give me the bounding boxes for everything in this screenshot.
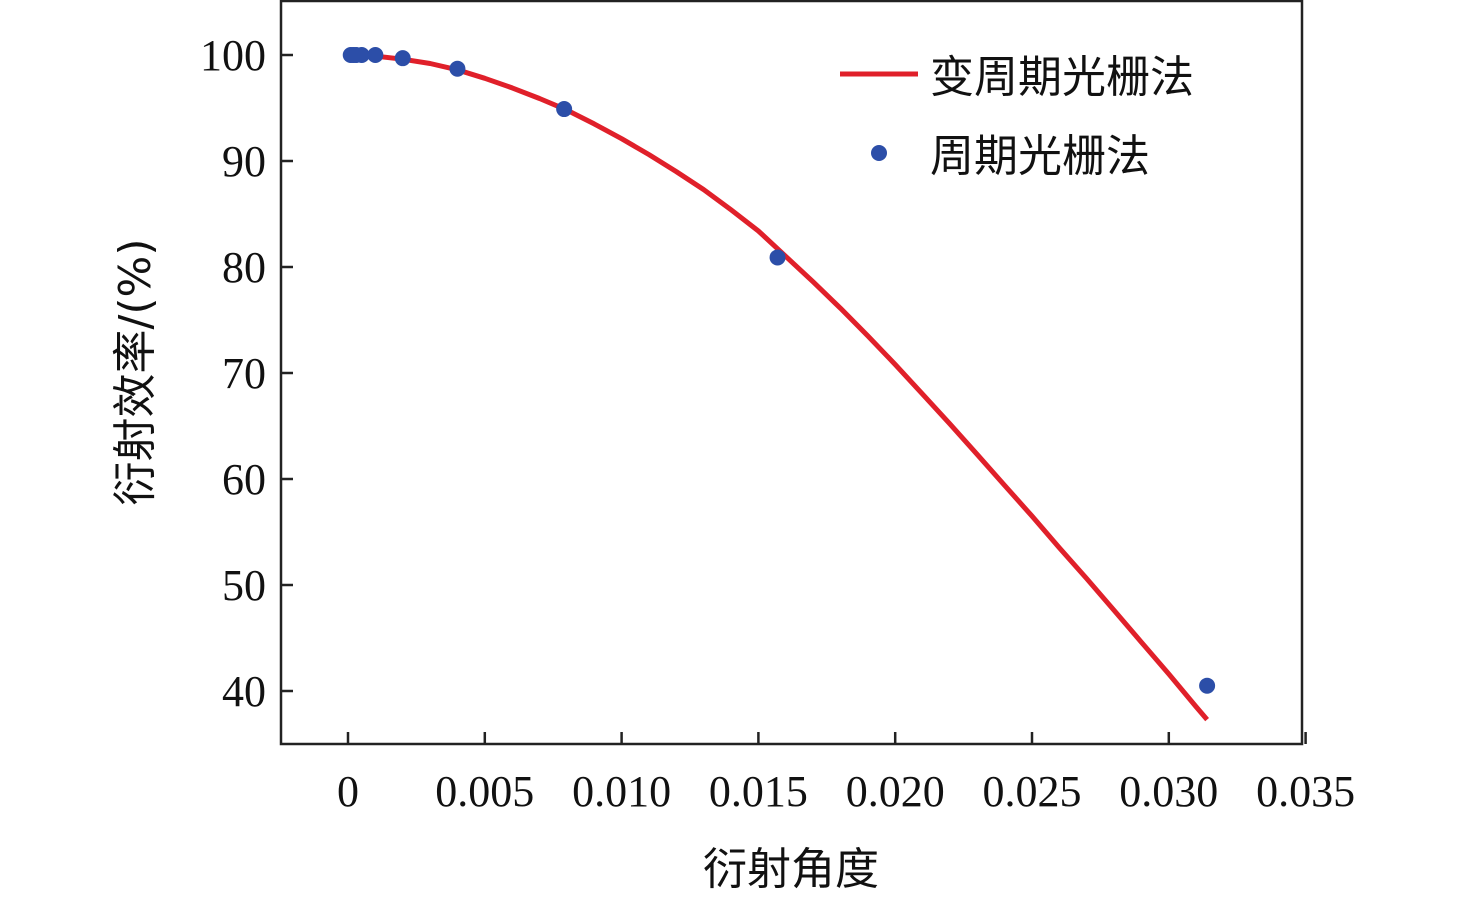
y-tick-label: 100 <box>200 31 266 80</box>
scatter-point <box>449 60 466 77</box>
y-tick-label: 40 <box>222 667 266 716</box>
y-tick-label: 50 <box>222 561 266 610</box>
scatter-point <box>353 47 370 63</box>
y-axis-ticks: 40 50 60 70 80 90 100 <box>200 31 293 716</box>
scatter-point <box>1199 677 1216 694</box>
scatter-point <box>367 47 384 63</box>
scatter-point <box>769 249 786 266</box>
series-layer <box>342 47 1216 722</box>
y-tick-label: 80 <box>222 243 266 292</box>
y-tick-label: 60 <box>222 455 266 504</box>
legend-marker-swatch <box>871 145 887 161</box>
scatter-point <box>394 50 411 67</box>
legend-label-variable-period: 变周期光栅法 <box>930 52 1194 103</box>
legend: 变周期光栅法 周期光栅法 <box>840 52 1194 182</box>
x-axis-title: 衍射角度 <box>703 844 879 895</box>
x-axis-ticks: 0 0.005 0.010 0.015 0.020 0.025 0.030 0.035 <box>337 732 1355 816</box>
x-tick-label: 0.030 <box>1119 767 1218 816</box>
series-line-variable-period <box>347 52 1209 722</box>
scatter-point <box>556 101 573 118</box>
x-tick-label: 0.025 <box>983 767 1082 816</box>
y-tick-label: 70 <box>222 349 266 398</box>
legend-label-periodic: 周期光栅法 <box>930 131 1150 182</box>
y-axis-title: 衍射效率/(%) <box>110 239 161 506</box>
x-tick-label: 0 <box>337 767 359 816</box>
x-tick-label: 0.020 <box>846 767 945 816</box>
y-tick-label: 90 <box>222 137 266 186</box>
x-tick-label: 0.015 <box>709 767 808 816</box>
x-tick-label: 0.005 <box>435 767 534 816</box>
plot-frame <box>279 0 1304 746</box>
x-tick-label: 0.035 <box>1256 767 1355 816</box>
x-tick-label: 0.010 <box>572 767 671 816</box>
